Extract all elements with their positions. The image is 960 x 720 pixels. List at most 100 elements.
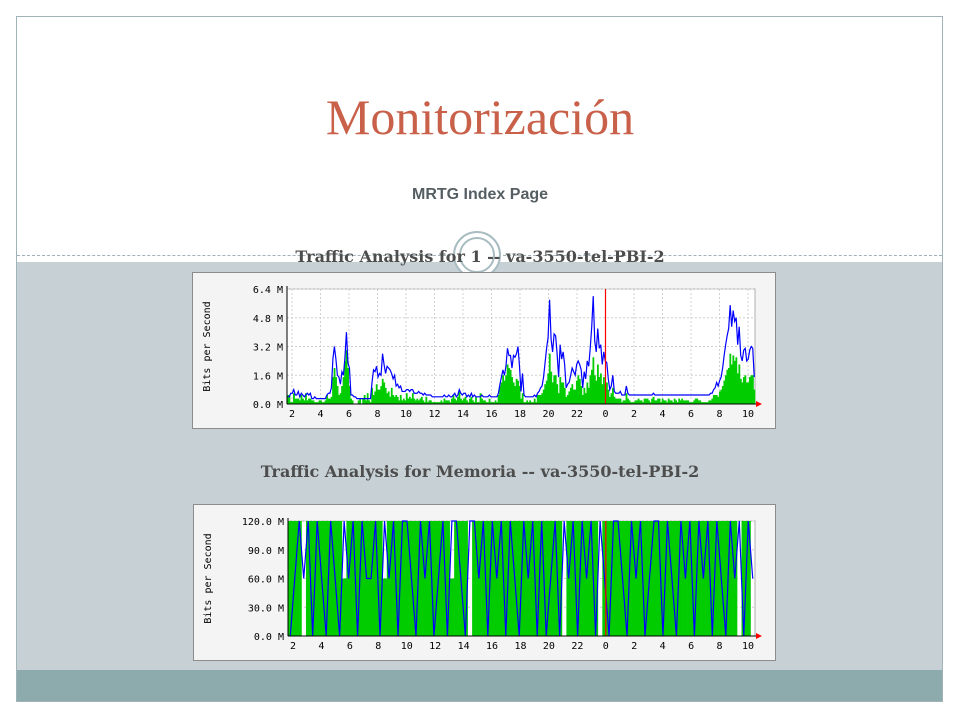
chart-2-x-tick-label: 8: [375, 641, 381, 652]
chart-2-in-bar: [288, 521, 293, 636]
chart-1-in-bar: [350, 398, 352, 404]
chart-1-in-bar: [541, 393, 544, 404]
chart-1-in-bar: [663, 400, 666, 404]
chart-1-in-bar: [357, 400, 360, 404]
chart-1-in-bar: [410, 398, 413, 404]
chart-2-in-bar: [305, 521, 311, 636]
chart-1-in-bar: [326, 395, 328, 404]
chart-1-in-bar: [708, 400, 711, 404]
chart-1-in-bar: [299, 400, 301, 404]
chart-1-in-bar: [514, 386, 517, 404]
chart-2-in-bar: [611, 521, 617, 636]
chart-1-in-bar: [712, 395, 715, 404]
chart-1-in-bar: [518, 386, 521, 404]
chart-1-in-bar: [748, 377, 751, 404]
chart-1-in-bar: [491, 402, 494, 404]
chart-1-in-bar: [487, 402, 489, 404]
chart-1-in-bar: [318, 400, 321, 404]
chart-1-in-bar: [675, 400, 678, 404]
chart-2-in-bar: [534, 521, 540, 636]
chart-2-in-bar: [606, 521, 612, 636]
chart-1-in-bar: [571, 384, 574, 404]
chart-2-in-bar: [490, 521, 495, 636]
chart-1-in-bar: [408, 396, 411, 404]
chart-1-in-bar: [646, 398, 649, 404]
chart-2-in-bar: [728, 521, 733, 636]
chart-1-in-bar: [699, 400, 702, 404]
chart-1-in-bar: [679, 400, 682, 404]
chart-1-in-bar: [482, 400, 485, 404]
chart-1-y-axis-label: Bits per Second: [202, 301, 213, 391]
chart-1-in-bar: [330, 396, 333, 404]
chart-1-in-bar: [606, 382, 608, 404]
chart-1-x-tick-label: 4: [317, 409, 323, 420]
chart-1-in-bar: [502, 375, 504, 404]
chart-2-in-bar: [337, 521, 343, 636]
chart-1-in-bar: [312, 400, 315, 404]
chart-2-in-bar: [449, 578, 455, 636]
chart-1-in-bar: [726, 369, 729, 404]
chart-1-in-bar: [505, 375, 507, 404]
chart-1-in-bar: [374, 391, 377, 404]
chart-1-in-bar: [535, 402, 538, 404]
chart-2-y-tick-label: 30.0 M: [248, 603, 284, 614]
chart-1-in-bar: [523, 402, 526, 404]
chart-1-in-bar: [696, 398, 699, 404]
chart-1-y-tick-label: 6.4 M: [253, 285, 283, 296]
chart-2-y-tick-label: 60.0 M: [248, 575, 284, 586]
chart-1-in-bar: [688, 402, 691, 404]
chart-1-in-bar: [452, 395, 455, 404]
chart-1-in-bar: [455, 400, 458, 404]
chart-1-in-bar: [643, 398, 646, 404]
chart-1-in-bar: [681, 398, 684, 404]
chart-1-in-bar: [690, 402, 693, 404]
chart-1-in-bar: [517, 380, 520, 404]
chart-2-in-bar: [714, 521, 720, 636]
chart-1-in-bar: [327, 398, 330, 404]
chart-1-in-bar: [628, 400, 631, 404]
chart-1-in-bar: [508, 368, 511, 404]
chart-1-in-bar: [402, 398, 405, 404]
chart-2-x-tick-label: 18: [514, 641, 526, 652]
chart-1-in-bar: [580, 386, 583, 404]
chart-2-in-bar: [445, 521, 450, 636]
chart-1-in-bar: [413, 398, 416, 404]
chart-1-in-bar: [697, 400, 700, 404]
chart-1-in-bar: [530, 402, 533, 404]
chart-1-in-bar: [700, 402, 703, 404]
chart-2-in-bar: [440, 521, 446, 636]
chart-1-in-bar: [359, 398, 362, 404]
chart-2-in-bar: [503, 521, 509, 636]
chart-1-in-bar: [691, 402, 694, 404]
chart-2-in-bar: [377, 521, 383, 636]
chart-1-in-bar: [461, 400, 464, 404]
chart-2-x-tick-label: 8: [717, 641, 723, 652]
chart-1-in-bar: [738, 364, 741, 404]
chart-1-in-bar: [320, 400, 322, 404]
chart-1-in-bar: [607, 389, 610, 405]
chart-1-in-bar: [324, 400, 327, 404]
chart-1-in-bar: [618, 398, 620, 404]
chart-1-in-bar: [520, 398, 523, 404]
chart-1-in-bar: [422, 400, 425, 404]
chart-2-in-bar: [557, 521, 563, 636]
chart-1-x-tick-label: 0: [602, 409, 608, 420]
chart-1-in-bar: [551, 382, 554, 404]
chart-2-in-bar: [692, 521, 697, 636]
chart-2-in-bar: [723, 521, 729, 636]
chart-2-in-bar: [400, 521, 406, 636]
chart-1-x-tick-label: 12: [428, 409, 440, 420]
chart-1-in-bar: [345, 350, 348, 404]
chart-1-in-bar: [553, 375, 556, 404]
chart-1-in-bar: [425, 396, 428, 404]
chart-2-in-bar: [539, 521, 545, 636]
chart-1-in-bar: [598, 377, 601, 404]
chart-1-in-bar: [592, 357, 595, 404]
chart-1-in-bar: [509, 369, 512, 404]
chart-1-in-bar: [568, 391, 571, 404]
chart-1-in-bar: [625, 393, 628, 404]
chart-1-in-bar: [741, 382, 744, 404]
chart-1-in-bar: [636, 400, 638, 404]
chart-2-y-tick-label: 0.0 M: [254, 632, 284, 643]
chart-2-in-bar: [660, 521, 666, 636]
